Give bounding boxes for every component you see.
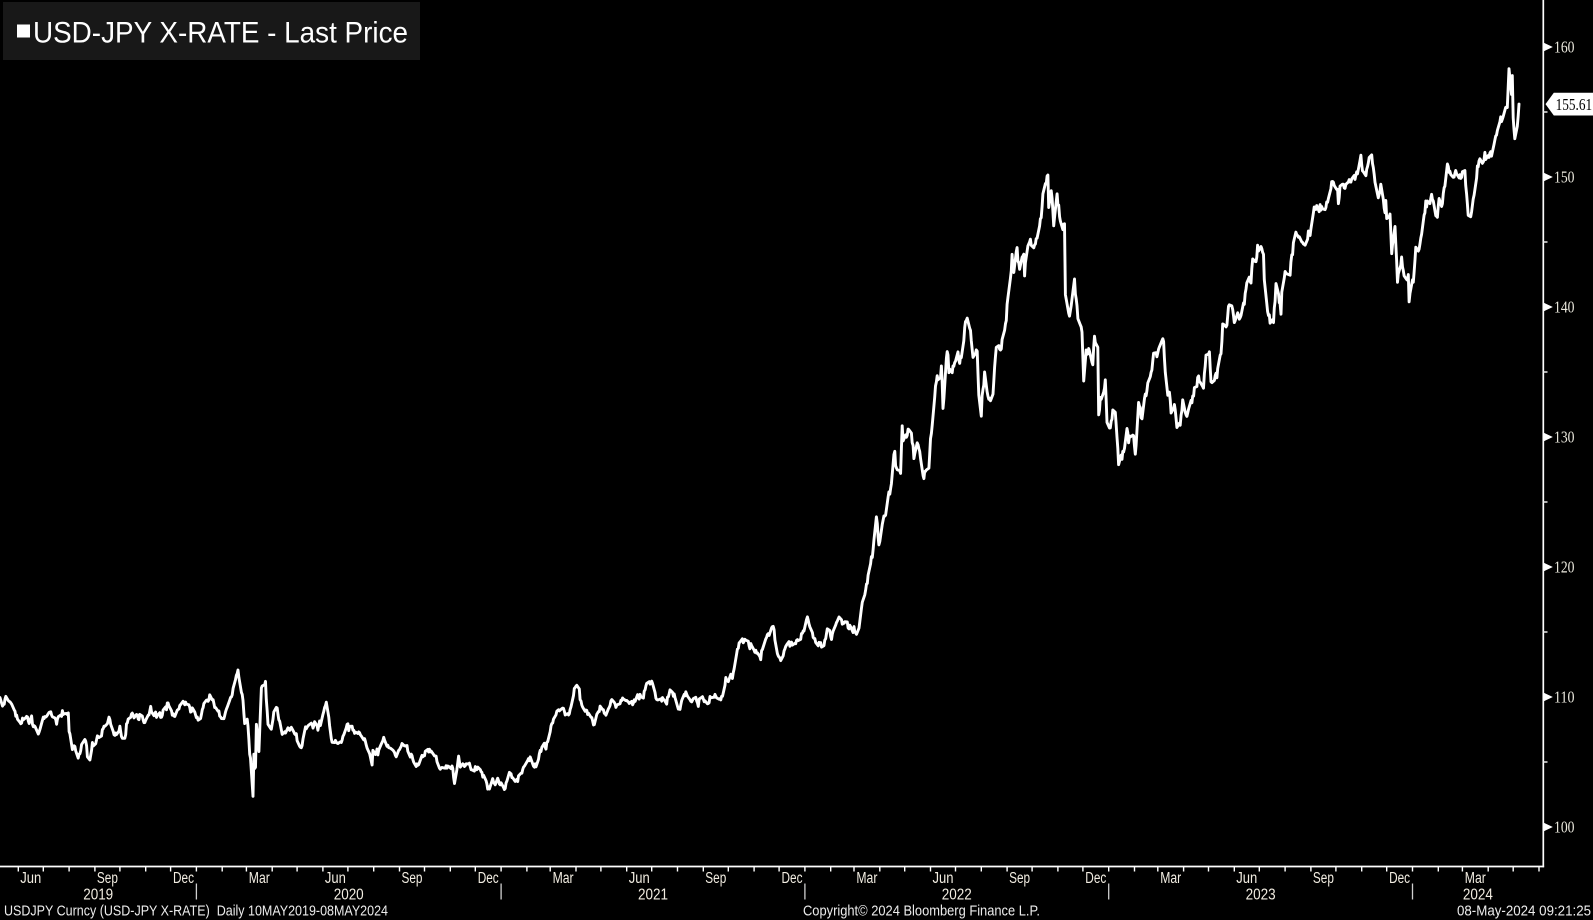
svg-text:Dec: Dec [782,870,803,887]
svg-text:Mar: Mar [1465,870,1486,887]
svg-text:Dec: Dec [1389,870,1410,887]
svg-text:Sep: Sep [97,870,118,887]
svg-text:Jun: Jun [1236,870,1257,887]
svg-text:Sep: Sep [402,870,423,887]
svg-text:2020: 2020 [334,887,364,904]
svg-text:2019: 2019 [83,887,113,904]
svg-text:Jun: Jun [20,870,41,887]
svg-text:Jun: Jun [933,870,954,887]
svg-text:2021: 2021 [638,887,668,904]
svg-text:Dec: Dec [173,870,194,887]
svg-text:Mar: Mar [249,870,270,887]
svg-text:USD-JPY X-RATE - Last Price: USD-JPY X-RATE - Last Price [33,17,408,50]
svg-text:140: 140 [1554,298,1575,317]
svg-text:2023: 2023 [1246,887,1276,904]
svg-text:Mar: Mar [1160,870,1181,887]
svg-text:2022: 2022 [942,887,972,904]
svg-text:Sep: Sep [1313,870,1334,887]
svg-text:08-May-2024 09:21:25: 08-May-2024 09:21:25 [1457,904,1591,920]
svg-text:Jun: Jun [629,870,650,887]
svg-text:Jun: Jun [325,870,346,887]
svg-text:150: 150 [1554,168,1575,187]
svg-text:110: 110 [1554,688,1575,707]
svg-text:Sep: Sep [1009,870,1030,887]
svg-text:Dec: Dec [1085,870,1106,887]
svg-text:USDJPY Curncy (USD-JPY X-RATE): USDJPY Curncy (USD-JPY X-RATE) Daily 10M… [4,904,388,920]
svg-text:Mar: Mar [856,870,877,887]
svg-text:Mar: Mar [553,870,574,887]
svg-text:120: 120 [1554,558,1575,577]
svg-text:2024: 2024 [1463,887,1493,904]
svg-text:130: 130 [1554,428,1575,447]
svg-text:160: 160 [1554,38,1575,57]
svg-text:Copyright© 2024 Bloomberg Fina: Copyright© 2024 Bloomberg Finance L.P. [803,904,1040,920]
svg-text:100: 100 [1554,818,1575,837]
svg-text:Sep: Sep [705,870,726,887]
svg-text:Dec: Dec [478,870,499,887]
svg-text:155.61: 155.61 [1556,95,1593,114]
